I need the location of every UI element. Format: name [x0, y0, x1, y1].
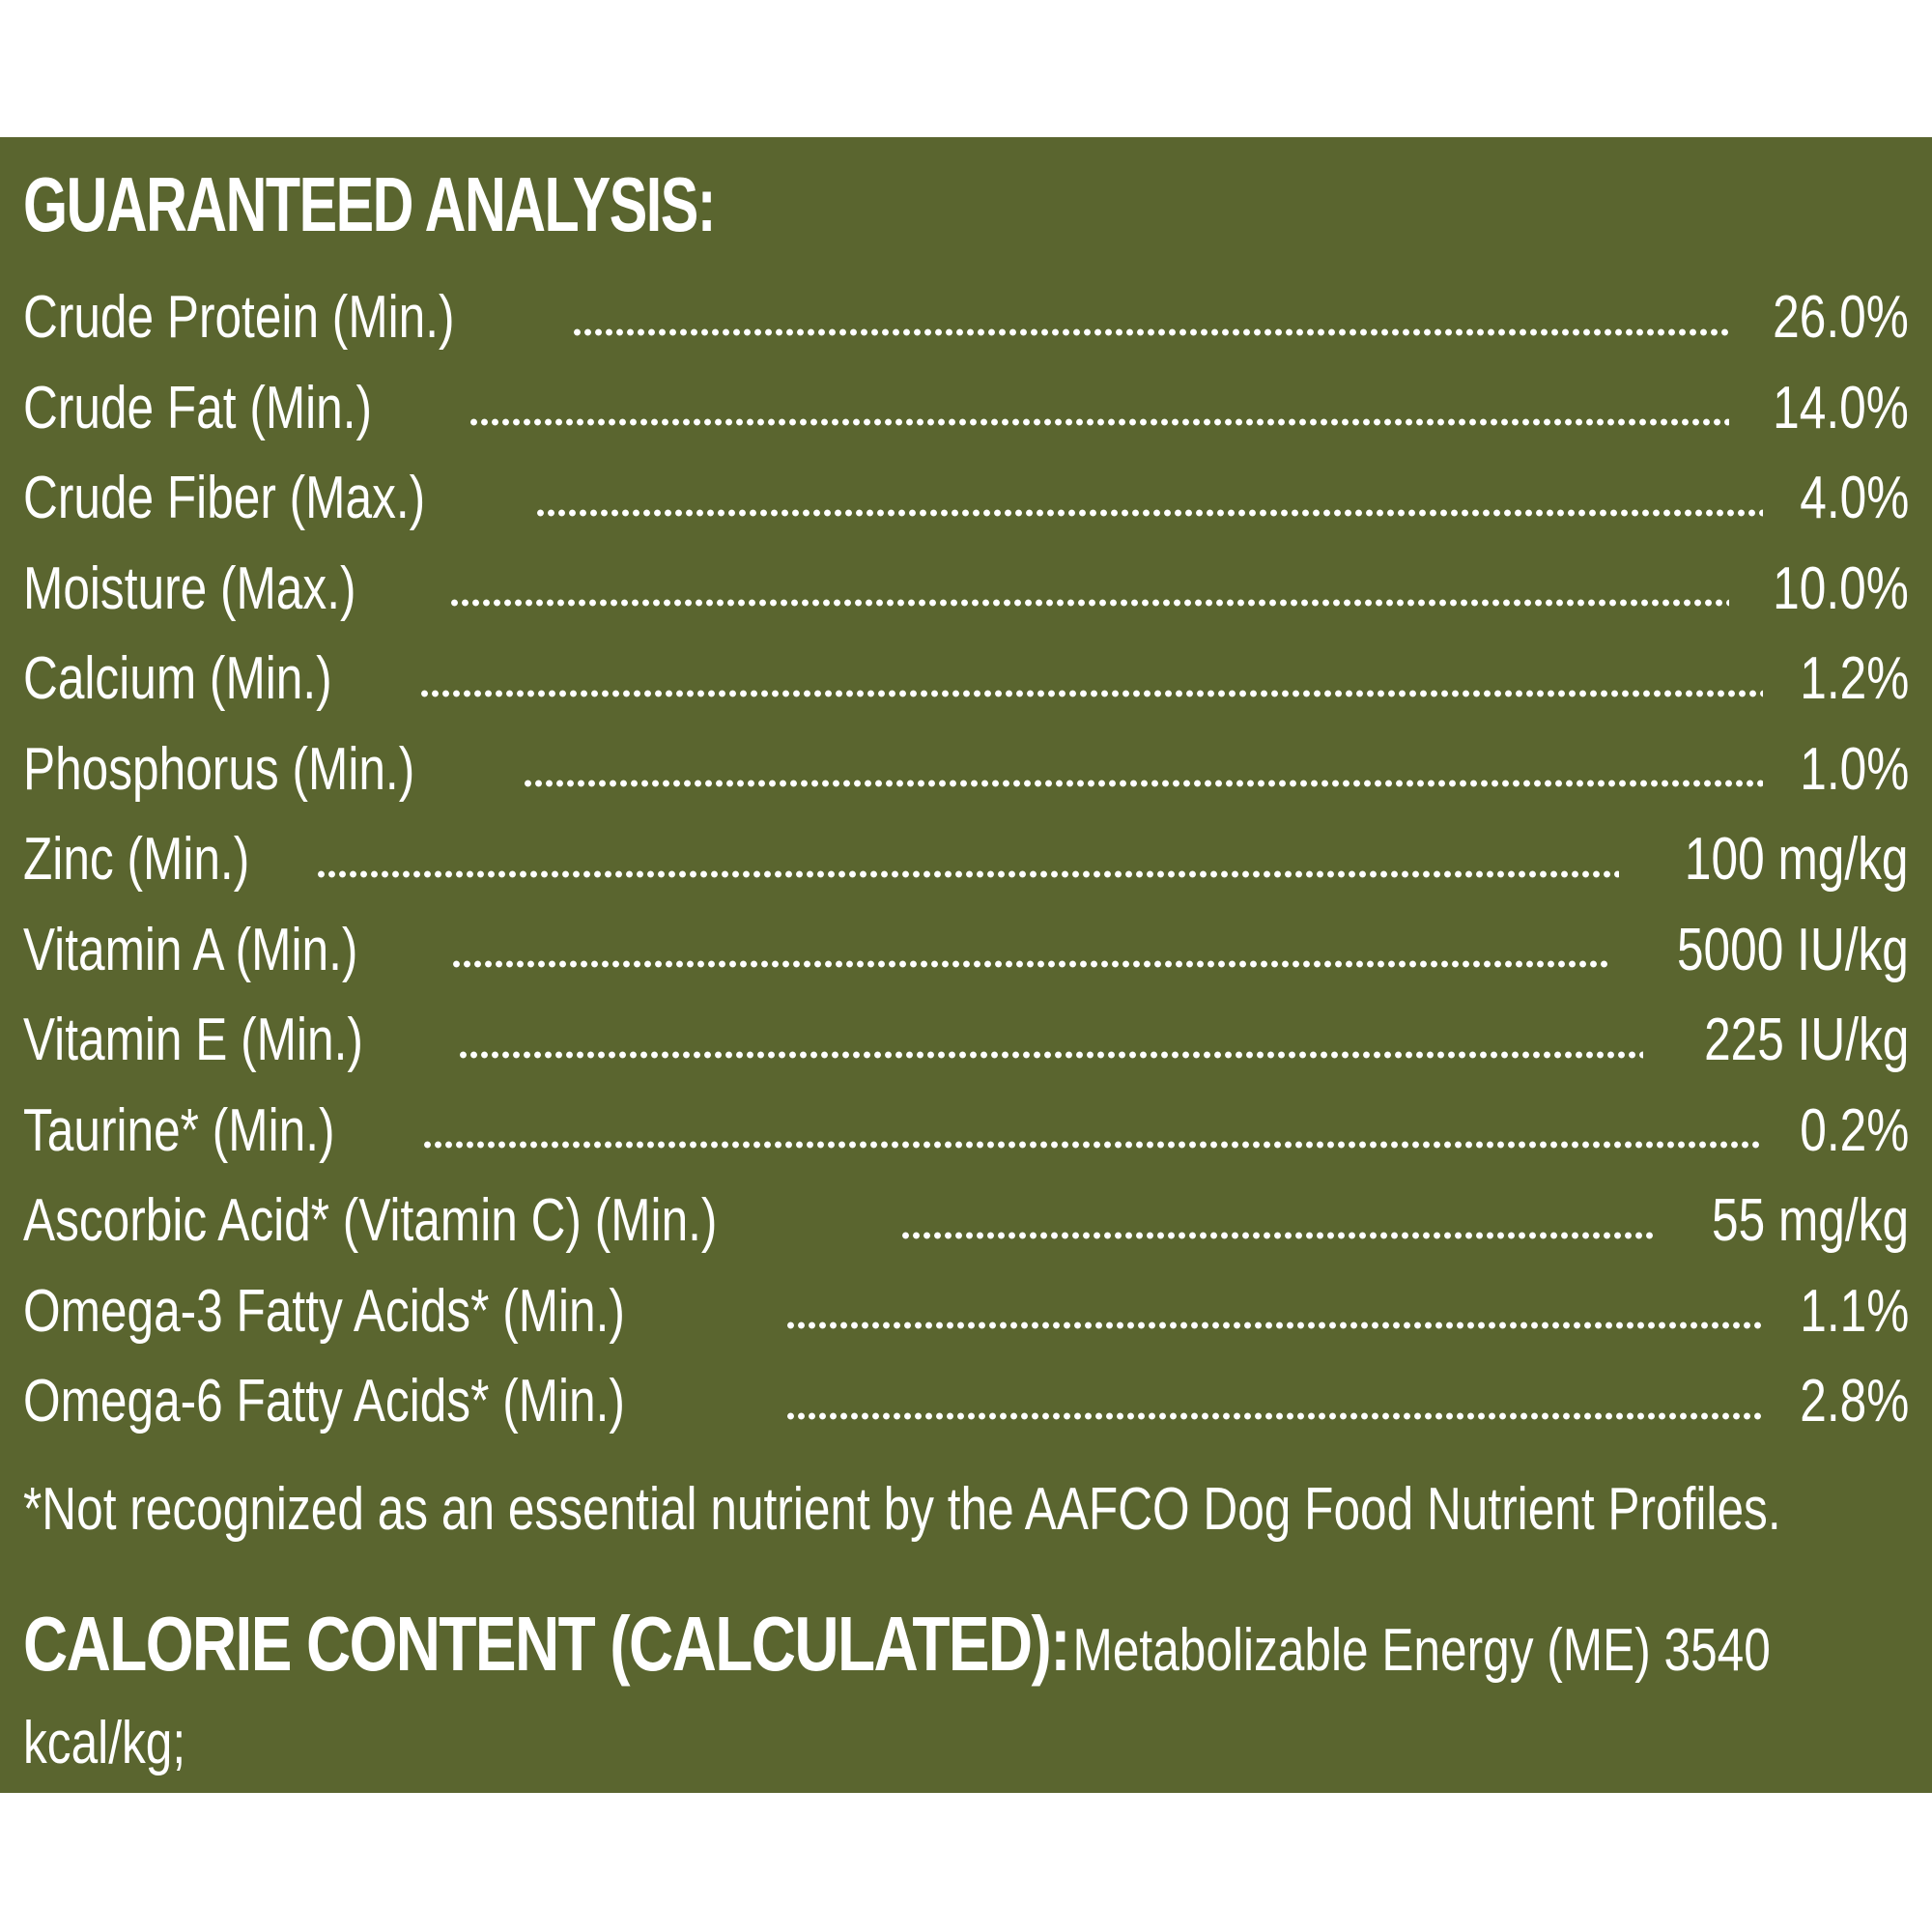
- analysis-row: Crude Protein (Min.) 26.0%: [23, 272, 1909, 363]
- analysis-row: Phosphorus (Min.) 1.0%: [23, 724, 1909, 815]
- nutrient-label: Omega-3 Fatty Acids* (Min.): [23, 1277, 625, 1345]
- nutrient-label: Zinc (Min.): [23, 826, 250, 893]
- nutrient-value: 1.2%: [1799, 645, 1909, 712]
- analysis-row: Omega-6 Fatty Acids* (Min.) 2.8%: [23, 1356, 1909, 1447]
- nutrient-label: Taurine* (Min.): [23, 1096, 335, 1164]
- calorie-title: CALORIE CONTENT (CALCULATED):: [23, 1601, 1071, 1687]
- nutrient-value: 225 IU/kg: [1703, 1007, 1909, 1073]
- nutrient-value: 0.2%: [1799, 1096, 1909, 1164]
- nutrient-label: Crude Fiber (Max.): [23, 465, 426, 531]
- analysis-table: Crude Protein (Min.) 26.0% Crude Fat (Mi…: [23, 272, 1909, 1447]
- dot-leader: [418, 687, 1763, 699]
- analysis-row: Zinc (Min.) 100 mg/kg: [23, 814, 1909, 905]
- dot-leader: [572, 326, 1730, 338]
- dot-leader: [448, 597, 1730, 610]
- nutrient-label: Ascorbic Acid* (Vitamin C) (Min.): [23, 1187, 718, 1254]
- nutrient-value: 10.0%: [1773, 554, 1909, 622]
- dot-leader: [535, 506, 1763, 519]
- calorie-per-cup: 350 kcal/cup: [23, 1803, 293, 1869]
- nutrient-value: 55 mg/kg: [1711, 1187, 1909, 1254]
- calorie-energy: Metabolizable Energy (ME) 3540 kcal/kg;: [23, 1617, 1771, 1776]
- nutrient-value: 4.0%: [1799, 465, 1909, 531]
- analysis-row: Vitamin E (Min.) 225 IU/kg: [23, 995, 1909, 1086]
- dot-leader: [315, 867, 1620, 880]
- analysis-row: Calcium (Min.) 1.2%: [23, 634, 1909, 724]
- nutrient-value: 1.1%: [1799, 1277, 1909, 1345]
- analysis-row: Crude Fiber (Max.) 4.0%: [23, 453, 1909, 544]
- guaranteed-analysis-panel: GUARANTEED ANALYSIS: Crude Protein (Min.…: [0, 137, 1932, 1869]
- nutrient-label: Phosphorus (Min.): [23, 735, 415, 803]
- dot-leader: [900, 1229, 1653, 1241]
- dot-leader: [451, 958, 1610, 971]
- nutrient-label: Moisture (Max.): [23, 554, 356, 622]
- dot-leader: [522, 778, 1763, 790]
- analysis-row: Taurine* (Min.) 0.2%: [23, 1086, 1909, 1177]
- analysis-row: Moisture (Max.) 10.0%: [23, 544, 1909, 635]
- nutrient-value: 14.0%: [1773, 374, 1909, 441]
- dot-leader: [784, 1320, 1763, 1332]
- nutrient-value: 1.0%: [1799, 735, 1909, 803]
- analysis-row: Omega-3 Fatty Acids* (Min.) 1.1%: [23, 1266, 1909, 1357]
- analysis-heading: GUARANTEED ANALYSIS:: [23, 161, 716, 247]
- nutrient-value: 100 mg/kg: [1685, 826, 1909, 893]
- nutrient-label: Calcium (Min.): [23, 645, 332, 712]
- aafco-footnote: *Not recognized as an essential nutrient…: [23, 1476, 1781, 1543]
- dot-leader: [422, 1139, 1763, 1151]
- nutrient-value: 2.8%: [1799, 1368, 1909, 1435]
- calorie-content: CALORIE CONTENT (CALCULATED): Metaboliza…: [23, 1605, 1878, 1890]
- analysis-row: Crude Fat (Min.) 14.0%: [23, 363, 1909, 454]
- analysis-row: Vitamin A (Min.) 5000 IU/kg: [23, 905, 1909, 996]
- nutrient-label: Omega-6 Fatty Acids* (Min.): [23, 1368, 625, 1435]
- dot-leader: [784, 1409, 1763, 1422]
- dot-leader: [469, 416, 1730, 429]
- nutrient-value: 26.0%: [1773, 284, 1909, 351]
- dot-leader: [457, 1048, 1643, 1061]
- nutrient-label: Vitamin E (Min.): [23, 1007, 363, 1073]
- analysis-row: Ascorbic Acid* (Vitamin C) (Min.) 55 mg/…: [23, 1176, 1909, 1266]
- nutrient-label: Crude Fat (Min.): [23, 374, 373, 441]
- nutrient-label: Vitamin A (Min.): [23, 916, 358, 983]
- nutrient-label: Crude Protein (Min.): [23, 284, 455, 351]
- nutrient-value: 5000 IU/kg: [1677, 916, 1909, 983]
